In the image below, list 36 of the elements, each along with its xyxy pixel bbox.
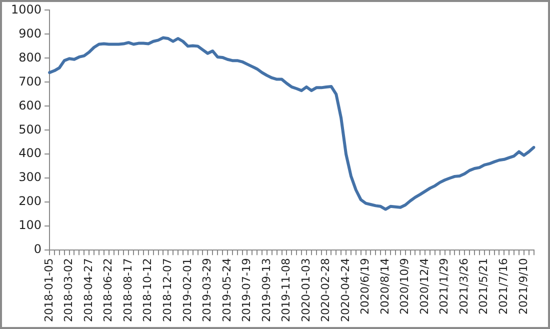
y-tick-label: 800: [18, 50, 42, 64]
x-tick-label: 2021/3/26: [457, 258, 470, 314]
x-tick-label: 2018-10-12: [141, 258, 154, 322]
y-tick-label: 400: [18, 146, 42, 160]
y-tick-label: 200: [18, 194, 42, 208]
y-tick-label: 900: [18, 26, 42, 40]
y-tick-label: 300: [18, 170, 42, 184]
x-tick-label: 2019-03-29: [200, 258, 214, 322]
x-tick-label: 2020/6/19: [358, 258, 372, 314]
y-tick-label: 700: [18, 74, 42, 88]
y-tick-label: 0: [34, 242, 42, 256]
x-tick-label: 2019-09-13: [260, 258, 273, 322]
x-tick-label: 2019-02-01: [180, 258, 194, 322]
x-tick-label: 2020-02-28: [319, 258, 332, 322]
x-tick-label: 2018-01-05: [42, 258, 56, 322]
y-tick-label: 1000: [10, 2, 42, 16]
x-tick-label: 2020/10/9: [398, 258, 412, 314]
y-tick-label: 100: [18, 218, 42, 232]
x-tick-label: 2019-11-08: [280, 258, 293, 322]
y-tick-label: 500: [18, 122, 42, 136]
x-tick-label: 2020/12/4: [418, 258, 431, 314]
x-tick-label: 2020-04-24: [338, 258, 352, 322]
x-tick-label: 2019-07-19: [240, 258, 254, 322]
x-tick-label: 2018-06-22: [102, 258, 115, 322]
x-tick-label: 2021/5/21: [477, 258, 490, 314]
x-tick-label: 2019-05-24: [220, 258, 234, 322]
y-tick-label: 600: [18, 98, 42, 112]
x-tick-label: 2021/1/29: [438, 258, 451, 314]
x-tick-label: 2018-08-17: [121, 258, 134, 322]
x-tick-label: 2018-03-02: [62, 258, 76, 322]
x-tick-label: 2018-04-27: [82, 258, 95, 322]
x-tick-label: 2021/9/10: [516, 258, 530, 314]
x-tick-label: 2021/7/16: [497, 258, 510, 314]
x-tick-label: 2020/8/14: [378, 258, 392, 314]
x-tick-label: 2020-01-03: [299, 258, 312, 322]
x-tick-label: 2018-12-07: [160, 258, 174, 322]
